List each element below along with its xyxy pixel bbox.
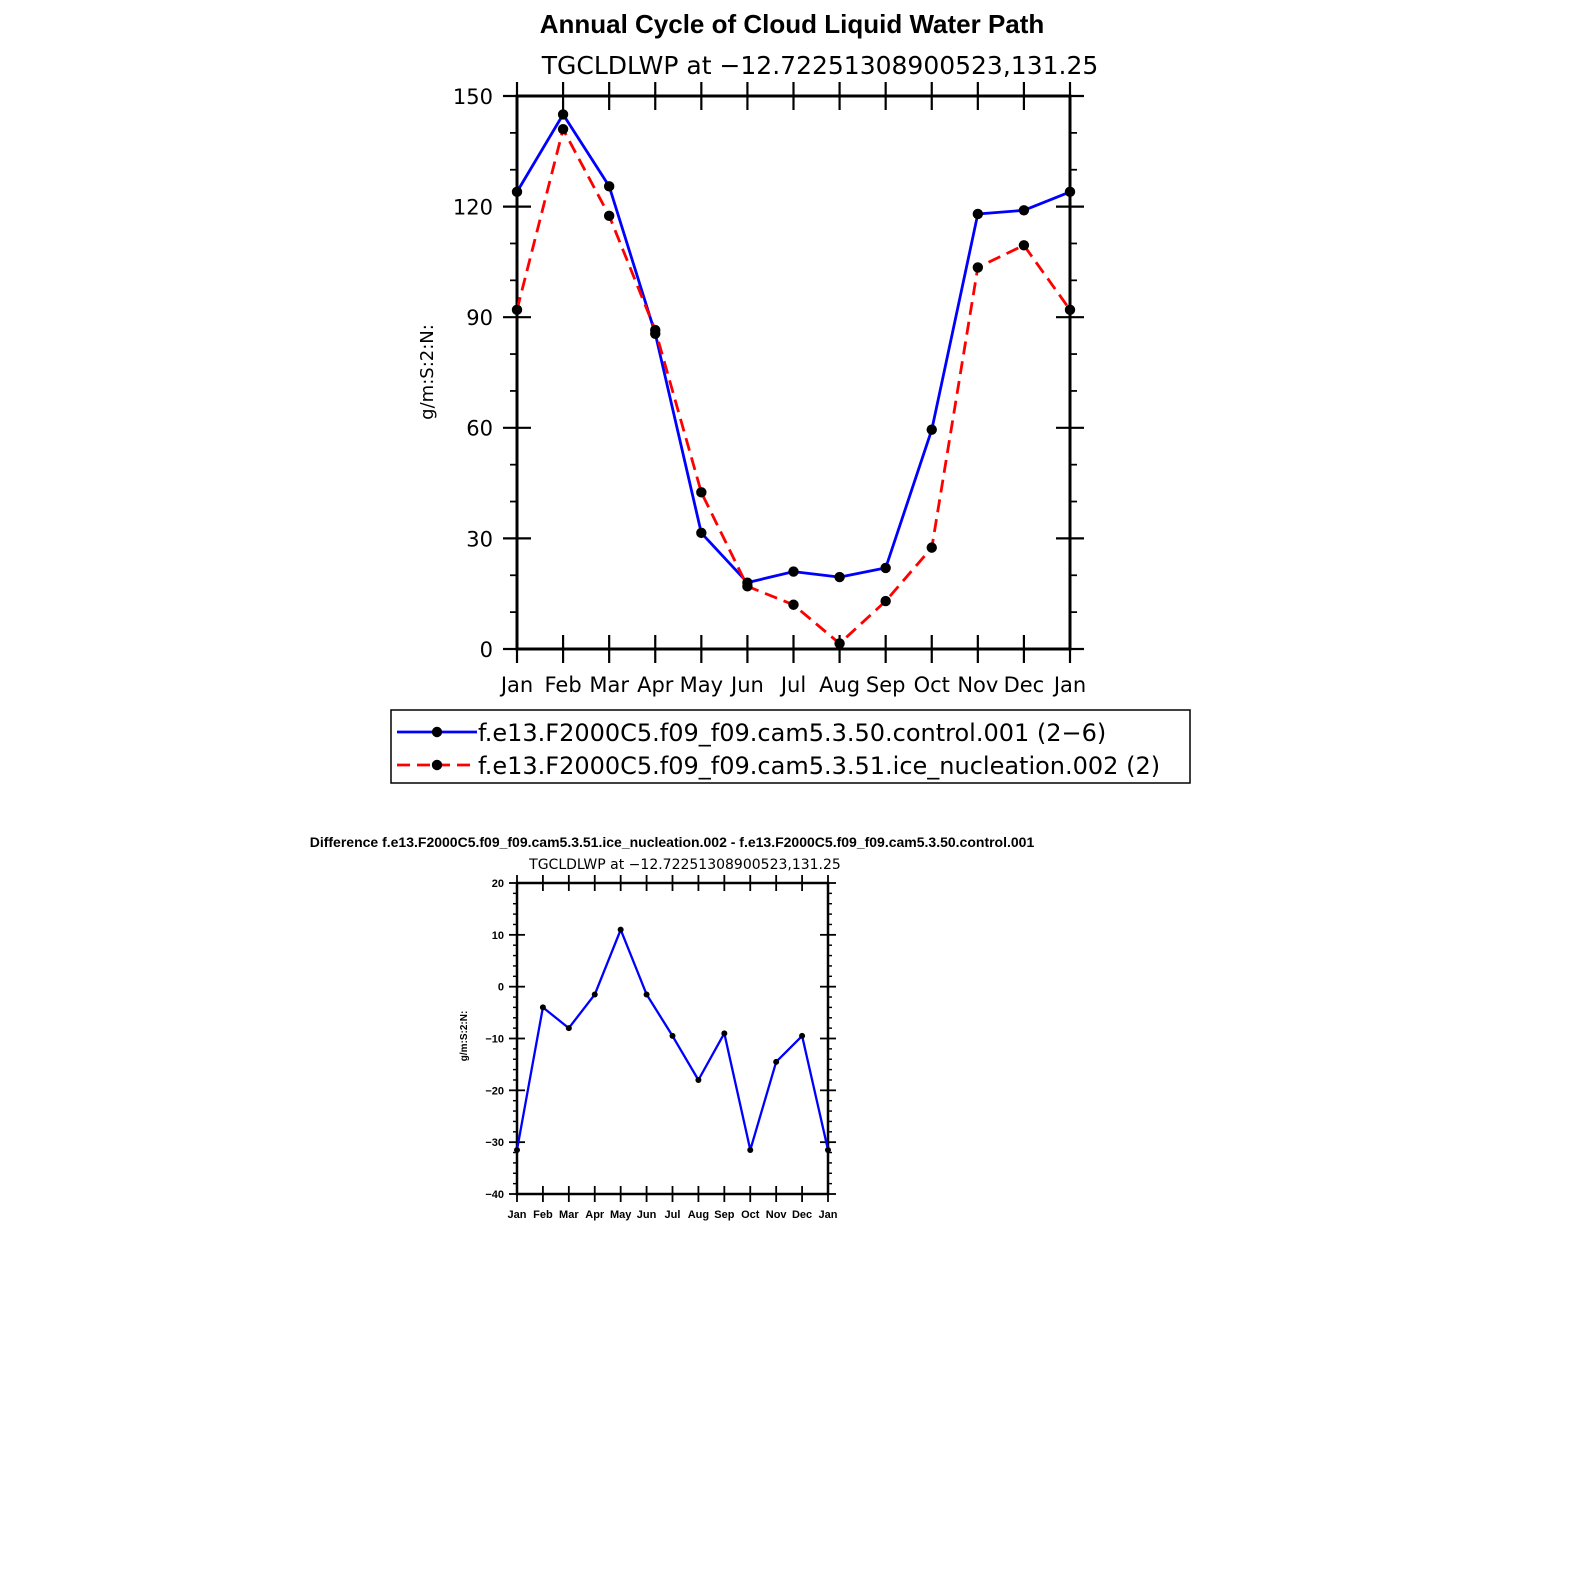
x-tick-label: Oct [741,1209,760,1221]
main-chart-subtitle: TGCLDLWP at −12.72251308900523,131.25 [541,51,1099,80]
series-2-point [511,304,523,316]
x-tick-label: Dec [792,1209,812,1221]
y-tick-label: 0 [480,638,493,662]
y-tick-label: −20 [485,1085,504,1097]
x-tick-label: Jan [508,1209,527,1221]
x-tick-label: Nov [957,673,998,697]
series-1-point [926,424,937,435]
main-chart-title: Annual Cycle of Cloud Liquid Water Path [540,9,1045,39]
series-1-point [643,991,650,998]
series-1-point [773,1058,780,1065]
series-2-point [834,638,845,649]
series-1-point [557,109,569,120]
x-tick-label: Nov [766,1209,788,1221]
x-tick-label: Feb [533,1209,553,1221]
series-1-point [514,1146,520,1153]
series-1-point [511,186,523,198]
x-tick-label: Feb [544,673,581,697]
x-tick-label: Jul [779,673,806,697]
x-tick-label: Jun [729,673,764,697]
legend-marker-2 [431,759,443,771]
series-1-point [669,1032,676,1039]
series-1-point [880,562,891,574]
difference-chart-subtitle: TGCLDLWP at −12.72251308900523,131.25 [528,857,841,873]
series-1-point [695,1076,702,1083]
series-2-point [1064,304,1076,316]
series-2-point [557,123,569,135]
series-line-1 [515,928,830,1152]
y-tick-label: 20 [492,878,504,890]
main-chart-legend: f.e13.F2000C5.f09_f09.cam5.3.50.control.… [390,709,1191,784]
y-tick-label: 30 [466,527,493,551]
series-1-point [788,566,799,577]
legend-label-2: f.e13.F2000C5.f09_f09.cam5.3.51.ice_nucl… [478,752,1160,780]
series-1-point [1064,186,1076,198]
series-1-point [834,571,845,583]
y-tick-label: 60 [466,417,493,441]
series-1-point [825,1146,831,1153]
series-1-point [617,926,624,933]
series-2-point [926,542,937,553]
y-tick-label: 0 [498,982,504,994]
x-tick-label: May [610,1209,632,1221]
difference-chart-y-axis-label: g/m:S:2:N: [459,1011,470,1062]
series-1-point [591,991,598,998]
series-2-point [742,581,753,592]
y-tick-label: −10 [485,1033,504,1045]
series-2-point [696,487,707,498]
y-tick-label: −30 [485,1137,504,1149]
main-chart-plot-area: 0 30 60 90 120 150 Jan Feb Mar Apr May Jun Jul Aug Sep… [453,82,1086,697]
x-tick-label: Jan [1052,673,1086,697]
y-tick-label: −40 [485,1189,504,1201]
difference-chart-title: Difference f.e13.F2000C5.f09_f09.cam5.3.… [310,834,1035,850]
series-1-point [696,527,707,539]
series-2-point [603,210,615,222]
series-1-point [565,1025,572,1032]
series-line-1 [515,113,1071,584]
series-line-2 [515,127,1072,645]
x-tick-label: Apr [585,1209,605,1221]
x-tick-label: Dec [1004,673,1045,697]
series-2-point [880,595,891,607]
legend-box [390,709,1191,784]
series-1-point [721,1030,728,1037]
x-tick-label: Jan [499,673,533,697]
y-tick-label: 120 [453,196,493,220]
x-tick-label: May [680,673,723,697]
series-1-point [799,1032,806,1039]
x-tick-label: Mar [589,673,629,697]
plot-frame [515,94,1072,651]
x-tick-label: Apr [637,673,674,697]
series-2-point [650,324,661,336]
legend-marker-1 [431,726,443,738]
x-tick-label: Oct [914,673,950,697]
x-tick-label: Aug [688,1209,709,1221]
x-tick-label: Mar [559,1209,579,1221]
x-tick-label: Sep [714,1209,734,1221]
x-tick-label: Sep [866,673,906,697]
series-1-point [972,208,984,220]
main-chart-y-axis-label: g/m:S:2:N: [417,324,438,420]
y-tick-label: 10 [492,930,504,942]
series-1-point [1018,205,1030,216]
x-tick-label: Jul [665,1209,681,1221]
series-1-point [747,1146,754,1153]
series-2-point [1018,240,1030,251]
series-2-point [972,262,984,273]
x-tick-label: Aug [819,673,860,697]
legend-label-1: f.e13.F2000C5.f09_f09.cam5.3.50.control.… [478,719,1106,747]
series-1-point [539,1004,546,1011]
y-tick-label: 90 [466,306,493,330]
series-2-point [788,599,799,610]
y-tick-label: 150 [453,85,493,109]
x-tick-label: Jun [637,1209,657,1221]
difference-chart-plot-area: −40 −30 −20 −10 0 10 20 Jan Feb Mar Apr May Jun Jul Au… [485,875,838,1221]
x-tick-label: Jan [819,1209,838,1221]
series-1-point [603,181,615,192]
